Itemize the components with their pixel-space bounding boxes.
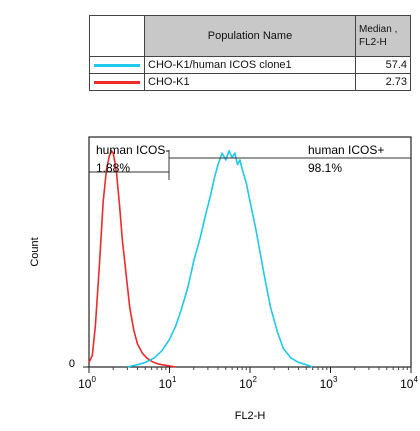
legend-header-row: Population Name Median , FL2-H (89, 15, 411, 57)
legend-header-blank (89, 15, 145, 57)
histogram-line-cyan (127, 150, 313, 368)
x-axis-label: FL2-H (235, 410, 266, 422)
legend-header-median: Median , FL2-H (355, 15, 411, 57)
histogram-line-red (88, 150, 177, 368)
y-axis-label: Count (29, 237, 41, 266)
legend-header-median-line2: FL2-H (359, 37, 387, 48)
legend-population-name: CHO-K1/human ICOS clone1 (144, 56, 356, 74)
x-tick-label: 102 (239, 375, 257, 391)
gate-right-label: human ICOS+ (308, 143, 384, 157)
gate-right-marker (168, 150, 411, 166)
x-tick-label: 100 (78, 375, 96, 391)
gate-left-percent: 1.88% (96, 161, 130, 175)
x-tick-label: 103 (320, 375, 338, 391)
legend-swatch-cyan (94, 63, 140, 67)
legend-row: CHO-K1/human ICOS clone1 57.4 (89, 56, 411, 74)
legend-header-median-line1: Median , (359, 24, 398, 35)
legend-swatch-red (94, 80, 140, 84)
gate-left-label: human ICOS- (96, 143, 169, 157)
gate-left-marker (89, 164, 170, 180)
legend-header-population: Population Name (144, 15, 356, 57)
x-tick-label: 101 (159, 375, 177, 391)
legend-row: CHO-K1 2.73 (89, 73, 411, 91)
gate-right-percent: 98.1% (308, 161, 342, 175)
legend-table: Population Name Median , FL2-H CHO-K1/hum… (89, 15, 411, 91)
x-tick-label: 104 (400, 375, 418, 391)
legend-median-value: 2.73 (355, 73, 411, 91)
y-tick-label: 0 (69, 358, 75, 370)
